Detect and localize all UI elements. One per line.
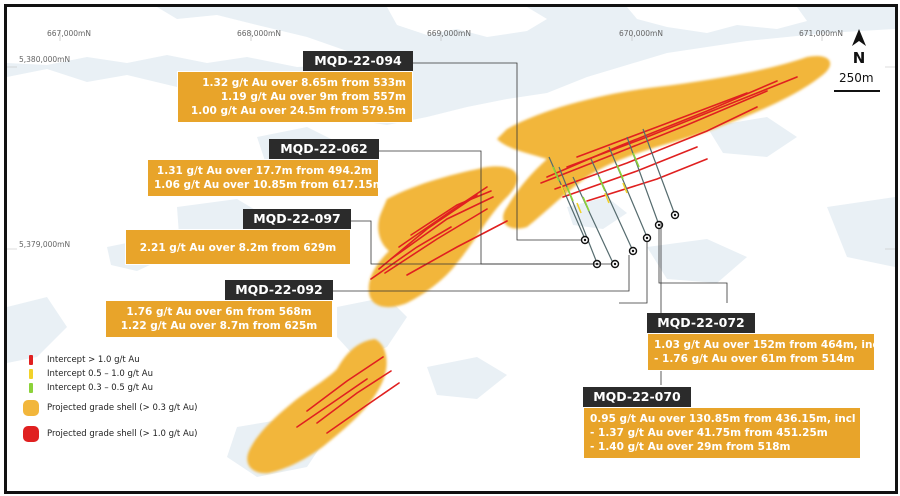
north-arrow-icon [852, 29, 866, 46]
map-grid [7, 31, 895, 250]
scale-label: 250m [839, 71, 874, 85]
legend-label: Projected grade shell (> 0.3 g/t Au) [47, 403, 198, 413]
legend-label: Intercept 0.5 – 1.0 g/t Au [47, 369, 153, 379]
callout-line: 0.95 g/t Au over 130.85m from 436.15m, i… [590, 413, 856, 425]
grid-label-n1: 5,380,000mN [19, 55, 70, 64]
callout-line: 1.03 g/t Au over 152m from 464m, incl [654, 339, 883, 351]
callout-hole-070: MQD-22-070 [583, 387, 691, 407]
callout-line: - 1.40 g/t Au over 29m from 518m [590, 441, 791, 453]
grid-label-e1: 667,000mN [47, 29, 91, 38]
callout-box-097: 2.21 g/t Au over 8.2m from 629m [125, 229, 351, 265]
callout-line: 1.32 g/t Au over 8.65m from 533m [202, 77, 406, 89]
intercept-low-icon [29, 383, 33, 393]
callout-line: 1.76 g/t Au over 6m from 568m [126, 306, 312, 318]
callout-box-072: 1.03 g/t Au over 152m from 464m, incl - … [647, 333, 883, 371]
callout-line: 1.31 g/t Au over 17.7m from 494.2m [156, 165, 372, 177]
callout-hole-097: MQD-22-097 [243, 209, 351, 229]
intercept-high-icon [29, 355, 33, 365]
callout-line: 1.22 g/t Au over 8.7m from 625m [120, 320, 318, 332]
grid-label-e2: 668,000mN [237, 29, 281, 38]
north-label: N [852, 49, 866, 67]
grid-label-e4: 670,000mN [619, 29, 663, 38]
callout-hole-092: MQD-22-092 [225, 280, 333, 300]
drill-trace-green-segments [552, 152, 640, 212]
callout-hole-072: MQD-22-072 [647, 313, 755, 333]
callout-hole-062: MQD-22-062 [269, 139, 379, 159]
north-arrow: N [839, 29, 879, 67]
grid-label-n2: 5,379,000mN [19, 240, 70, 249]
high-grade-traces [296, 76, 798, 434]
callout-box-062: 1.31 g/t Au over 17.7m from 494.2m 1.06 … [147, 159, 384, 197]
callout-box-092: 1.76 g/t Au over 6m from 568m 1.22 g/t A… [105, 300, 333, 338]
callout-hole-094: MQD-22-094 [303, 51, 413, 71]
callout-line: 1.06 g/t Au over 10.85m from 617.15m [154, 179, 384, 191]
callout-box-070: 0.95 g/t Au over 130.85m from 436.15m, i… [583, 407, 861, 459]
grid-labels: 667,000mN 668,000mN 669,000mN 670,000mN … [19, 29, 843, 249]
grid-label-e3: 669,000mN [427, 29, 471, 38]
grade-shell-low-icon [23, 400, 39, 416]
grid-label-e5: 671,000mN [799, 29, 843, 38]
callout-line: 1.19 g/t Au over 9m from 557m [220, 91, 406, 103]
callout-line: 1.00 g/t Au over 24.5m from 579.5m [190, 105, 406, 117]
legend-label: Projected grade shell (> 1.0 g/t Au) [47, 429, 198, 439]
map-frame: 667,000mN 668,000mN 669,000mN 670,000mN … [4, 4, 898, 494]
grade-shell-high-icon [23, 426, 39, 442]
callout-box-094: 1.32 g/t Au over 8.65m from 533m 1.19 g/… [177, 71, 413, 123]
callout-line: 2.21 g/t Au over 8.2m from 629m [139, 242, 337, 254]
callout-line: - 1.76 g/t Au over 61m from 514m [654, 353, 855, 365]
legend-label: Intercept 0.3 – 0.5 g/t Au [47, 383, 153, 393]
legend-label: Intercept > 1.0 g/t Au [47, 355, 140, 365]
drill-trace-yellow-segments [560, 182, 628, 214]
callout-line: - 1.37 g/t Au over 41.75m from 451.25m [590, 427, 828, 439]
intercept-mid-icon [29, 369, 33, 379]
scale-bar [834, 90, 880, 92]
